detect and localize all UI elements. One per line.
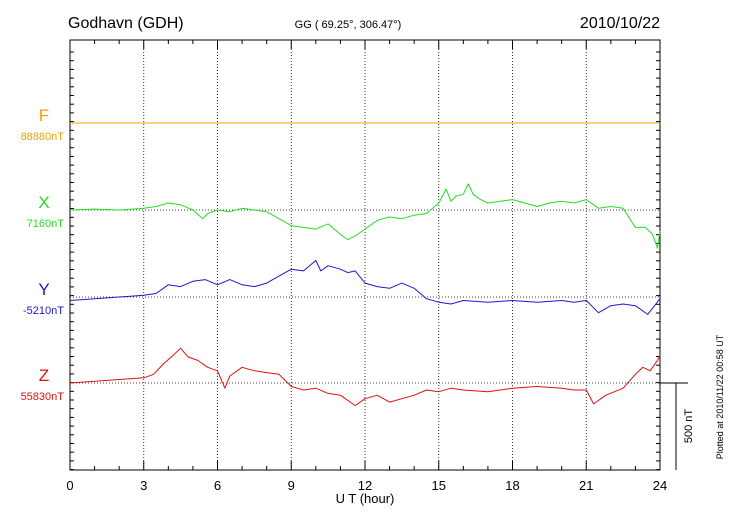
component-name-z: Z: [39, 366, 49, 385]
x-tick-label: 0: [66, 478, 73, 493]
x-tick-label: 6: [214, 478, 221, 493]
x-axis-label: U T (hour): [336, 491, 395, 506]
component-baseline-z: 55830nT: [21, 391, 65, 403]
x-tick-label: 18: [505, 478, 519, 493]
trace-x: [69, 183, 661, 249]
component-name-y: Y: [38, 280, 49, 299]
scale-bar-label: 500 nT: [683, 409, 695, 444]
x-tick-label: 3: [140, 478, 147, 493]
component-baseline-x: 7160nT: [27, 218, 65, 230]
component-name-x: X: [38, 193, 49, 212]
grid-lines: [143, 40, 587, 470]
x-tick-labels: 0 3 6 9 12 15 18 21 24: [66, 478, 667, 493]
trace-y: [69, 260, 661, 315]
station-title: Godhavn (GDH): [68, 15, 184, 32]
station-coords: GG ( 69.25°, 306.47°): [295, 19, 402, 31]
x-tick-label: 15: [432, 478, 446, 493]
x-tick-label: 12: [358, 478, 372, 493]
x-tick-label: 24: [653, 478, 667, 493]
x-tick-label: 21: [579, 478, 593, 493]
x-tick-label: 9: [288, 478, 295, 493]
scale-bar: 500 nT: [660, 382, 695, 470]
component-traces: [69, 122, 661, 407]
trace-z: [69, 347, 661, 407]
plot-frame: [69, 39, 661, 471]
component-name-f: F: [39, 106, 49, 125]
component-labels: F 88880nT X 7160nT Y -5210nT Z 55830nT: [21, 106, 65, 403]
component-baseline-y: -5210nT: [23, 305, 64, 317]
component-baseline-f: 88880nT: [21, 131, 65, 143]
plot-date: 2010/10/22: [580, 15, 660, 32]
axis-ticks: [69, 40, 661, 471]
plotted-timestamp: Plotted at 2010/11/22 00:58 UT: [715, 334, 725, 459]
